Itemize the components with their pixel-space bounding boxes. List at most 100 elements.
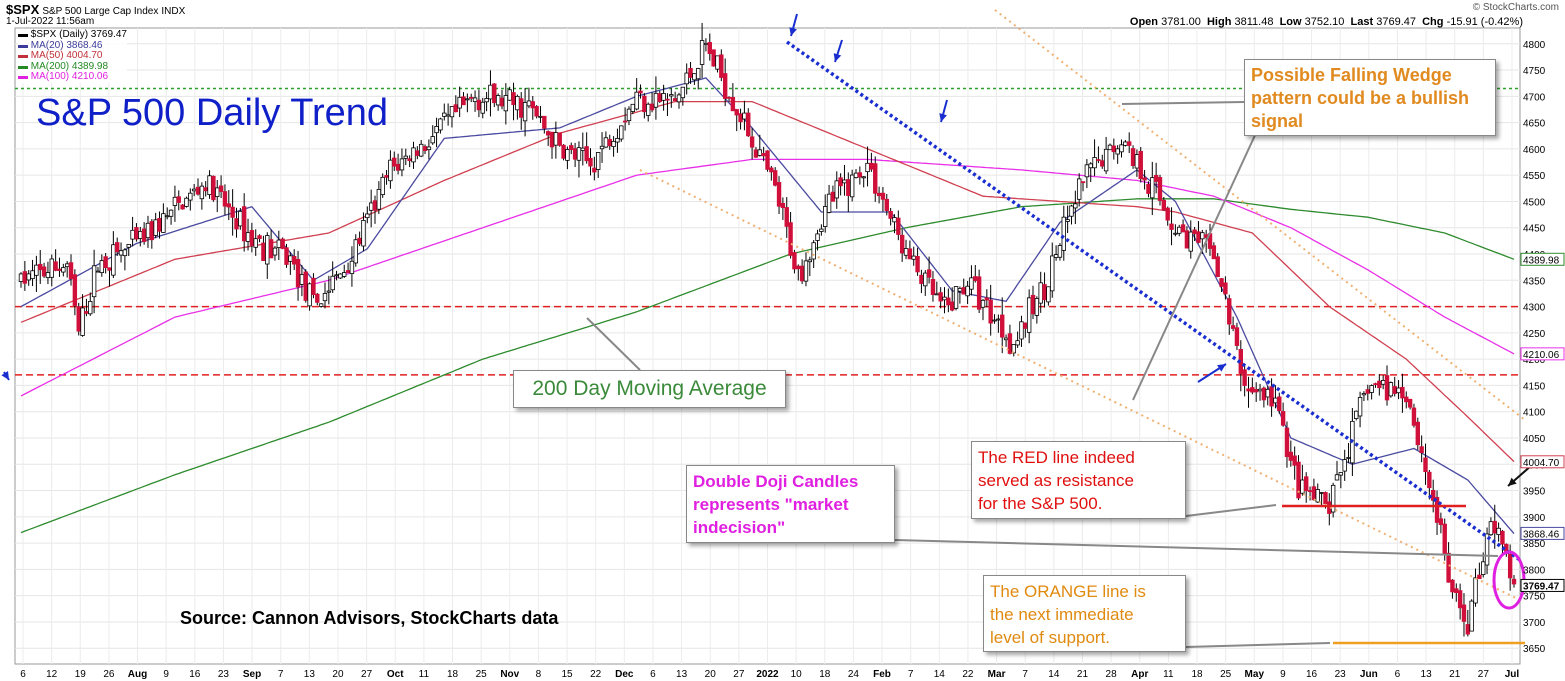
candle-body: [1119, 144, 1124, 153]
candle: [1069, 204, 1074, 225]
candle-body: [619, 125, 624, 140]
candle-body: [284, 247, 289, 265]
candle: [803, 252, 809, 287]
y-tick-label: 4050: [1523, 434, 1546, 445]
candle-body: [114, 242, 120, 253]
candle: [1242, 365, 1247, 397]
candle-body: [511, 92, 516, 106]
candle-body: [992, 319, 997, 322]
candle: [1026, 289, 1032, 344]
candle-body: [746, 112, 751, 137]
candle-body: [592, 167, 597, 173]
candle-body: [295, 258, 301, 288]
candle: [388, 150, 393, 189]
candle-body: [1330, 484, 1336, 513]
candle-body: [719, 54, 724, 78]
candle: [1369, 384, 1374, 400]
candle-body: [1484, 533, 1490, 566]
candle-body: [334, 274, 339, 277]
candle: [1169, 207, 1174, 246]
candle-body: [1361, 393, 1367, 396]
candle-body: [1061, 216, 1066, 251]
x-tick-label: 27: [361, 669, 373, 680]
candle-body: [1138, 150, 1143, 179]
candle-body: [519, 98, 524, 118]
candle-body: [680, 86, 686, 99]
y-tick-label: 3950: [1523, 487, 1546, 498]
candle-body: [472, 97, 478, 103]
candle-body: [342, 272, 347, 277]
candle-body: [1042, 284, 1047, 301]
candle-body: [207, 175, 212, 196]
candle-body: [495, 95, 501, 106]
candle: [180, 204, 185, 210]
candle-body: [599, 145, 605, 150]
candle-body: [1380, 380, 1386, 385]
candle-body: [1130, 148, 1136, 166]
candle: [946, 288, 951, 313]
candle-body: [557, 132, 562, 146]
candle-body: [950, 301, 955, 311]
x-tick-label: 18: [819, 669, 831, 680]
candle: [215, 179, 220, 213]
candle-body: [934, 293, 940, 296]
ohlc-readout: Open 3781.00 High 3811.48 Low 3752.10 La…: [1129, 16, 1523, 28]
candle: [815, 229, 820, 251]
candle: [1484, 527, 1490, 575]
wedge-lower-line: [639, 169, 1521, 601]
candle: [530, 95, 535, 120]
candle-body: [1454, 588, 1459, 593]
candle-body: [699, 40, 705, 65]
candle-body: [1507, 554, 1513, 579]
candle-body: [157, 217, 162, 232]
candle-body: [1050, 255, 1055, 292]
candle-body: [1169, 223, 1174, 230]
trend-overlays: [1, 9, 1541, 648]
brand[interactable]: © StockCharts.com: [1472, 2, 1559, 13]
candle-body: [1246, 388, 1251, 392]
candle: [792, 249, 797, 274]
candle-body: [426, 146, 432, 151]
candle-body: [1346, 457, 1351, 459]
candle-body: [165, 215, 170, 218]
candle: [1234, 322, 1240, 351]
candle-body: [753, 149, 759, 158]
candle: [896, 210, 901, 241]
candle-body: [738, 113, 743, 123]
x-tick-label: Aug: [128, 669, 147, 680]
candle-body: [1384, 375, 1390, 401]
candle-body: [607, 139, 612, 147]
candle-body: [469, 96, 474, 99]
candle-body: [545, 131, 551, 136]
candle-body: [507, 89, 512, 101]
candle: [1477, 562, 1482, 580]
candle-body: [1265, 388, 1270, 398]
candle-body: [34, 264, 39, 276]
candle-body: [418, 143, 424, 157]
candle-body: [834, 180, 839, 199]
candle: [249, 222, 255, 253]
candle: [719, 49, 724, 82]
arrow-black-head: [1508, 477, 1517, 486]
candle: [330, 261, 335, 293]
x-tick-label: 14: [934, 669, 946, 680]
candle-body: [692, 73, 697, 81]
candle-body: [1404, 396, 1409, 403]
x-tick-label: 20: [332, 669, 344, 680]
candle-body: [122, 249, 128, 257]
candle-body: [191, 188, 197, 192]
candle-body: [1034, 298, 1040, 316]
candle-body: [969, 277, 974, 290]
candle-body: [492, 83, 497, 104]
candle: [849, 169, 855, 202]
candle: [772, 167, 778, 187]
right-value-label: 3868.46: [1520, 526, 1565, 540]
candle: [284, 243, 289, 268]
candle: [622, 107, 628, 131]
candle-body: [1442, 523, 1447, 555]
candle-body: [118, 250, 124, 256]
x-tick-label: 27: [733, 669, 745, 680]
candle-body: [215, 187, 220, 197]
candle-body: [742, 112, 747, 120]
candle: [1230, 316, 1236, 332]
